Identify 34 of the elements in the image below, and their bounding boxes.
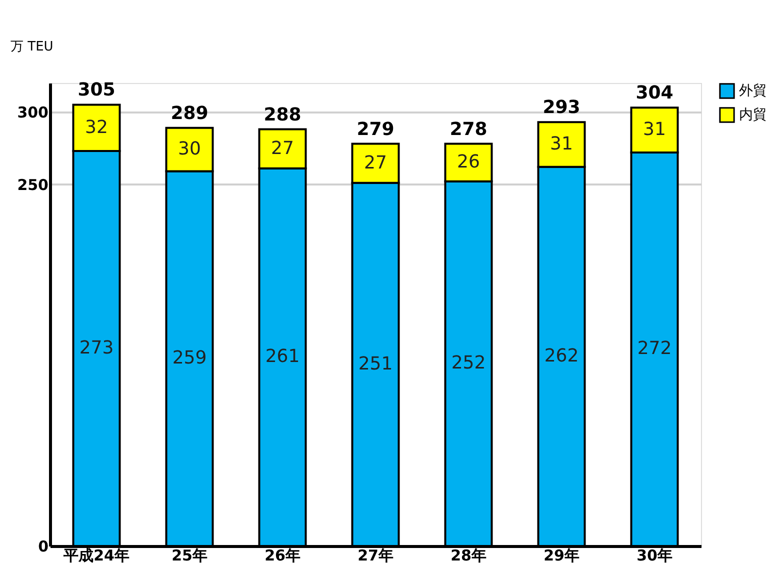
data-label: 251 bbox=[358, 353, 393, 374]
data-label: 273 bbox=[79, 338, 114, 358]
data-label: 27 bbox=[364, 152, 387, 174]
x-tick-label: 平成24年 bbox=[62, 546, 130, 564]
total-label: 278 bbox=[450, 118, 488, 140]
y-tick-label: 300 bbox=[17, 103, 48, 122]
data-label: 27 bbox=[271, 138, 294, 159]
total-label: 288 bbox=[264, 104, 302, 126]
legend-label: 内貿 bbox=[739, 107, 767, 123]
x-tick-label: 28年 bbox=[450, 546, 486, 564]
x-tick-label: 29年 bbox=[544, 546, 580, 564]
legend-label: 外貿 bbox=[739, 83, 767, 99]
x-tick-label: 30年 bbox=[636, 546, 672, 564]
y-axis-title: 万 TEU bbox=[10, 40, 54, 54]
data-label: 30 bbox=[178, 138, 201, 160]
y-tick-label: 250 bbox=[17, 176, 48, 194]
total-label: 304 bbox=[636, 82, 674, 104]
data-label: 26 bbox=[457, 152, 480, 173]
data-label: 261 bbox=[265, 346, 300, 368]
x-tick-label: 27年 bbox=[358, 546, 394, 564]
total-label: 305 bbox=[78, 80, 116, 101]
y-tick-label: 0 bbox=[38, 538, 48, 556]
data-label: 32 bbox=[85, 116, 108, 138]
data-label: 31 bbox=[550, 133, 573, 154]
data-label: 272 bbox=[637, 338, 672, 360]
total-label: 293 bbox=[542, 97, 580, 118]
data-label: 259 bbox=[172, 348, 207, 369]
total-label: 289 bbox=[170, 102, 208, 124]
data-label: 31 bbox=[643, 119, 666, 140]
x-tick-label: 25年 bbox=[172, 546, 208, 564]
data-label: 252 bbox=[451, 352, 486, 374]
x-tick-label: 26年 bbox=[264, 546, 300, 564]
total-label: 279 bbox=[356, 118, 394, 140]
data-label: 262 bbox=[544, 345, 579, 366]
